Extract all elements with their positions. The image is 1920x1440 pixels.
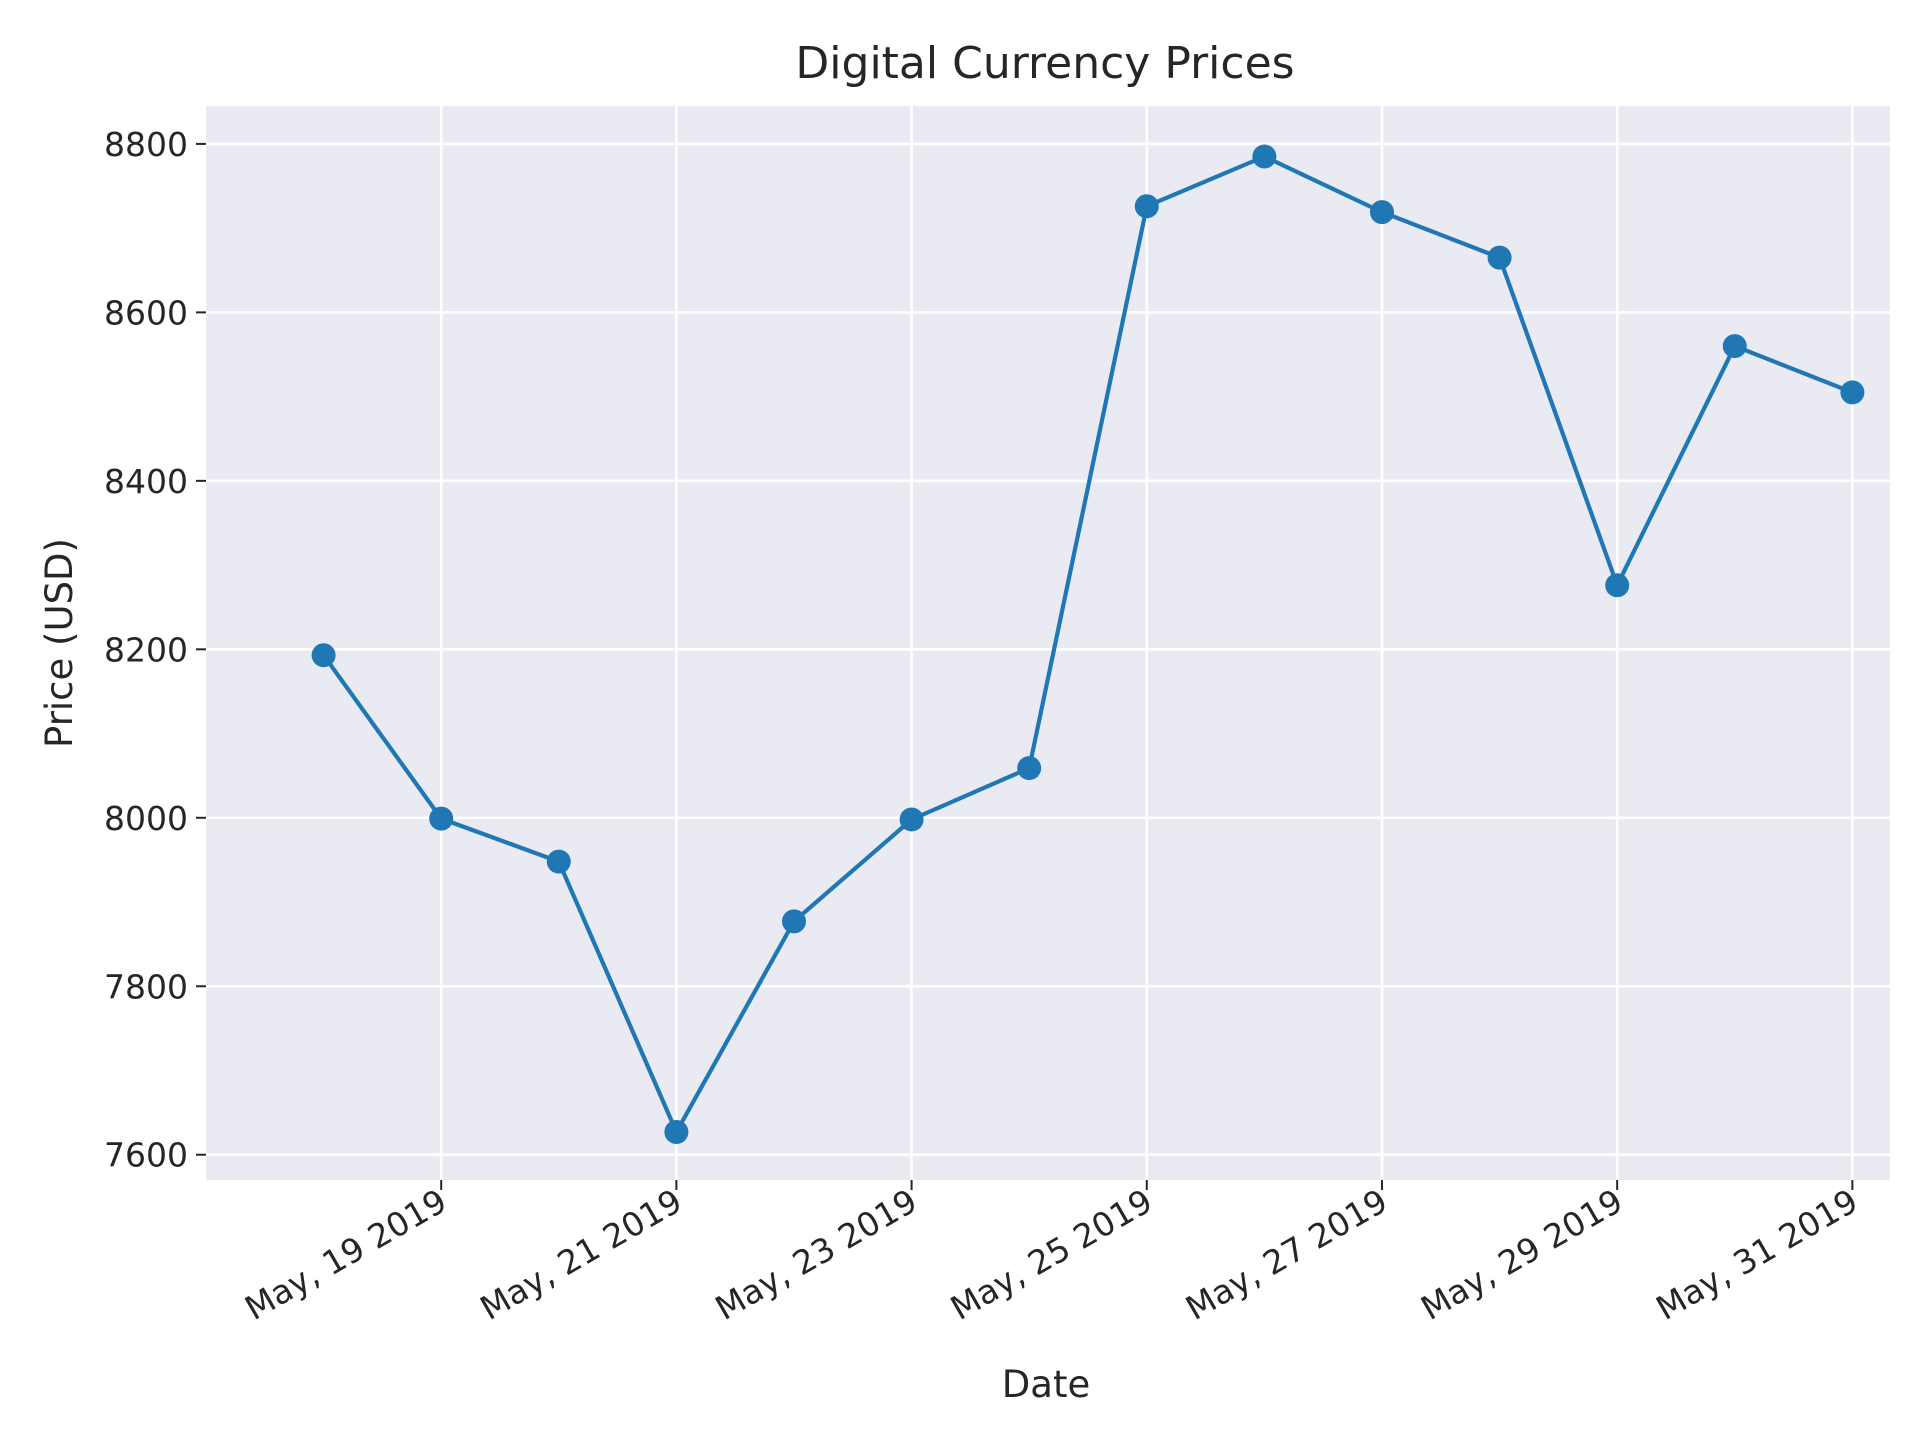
x-tick-label: May, 29 2019	[1414, 1181, 1629, 1328]
y-tick-label: 8600	[104, 293, 188, 332]
x-tick-label: May, 19 2019	[238, 1181, 453, 1328]
data-point	[429, 806, 454, 831]
x-axis-label: Date	[1002, 1363, 1090, 1406]
data-point	[1369, 200, 1394, 225]
data-point	[546, 849, 571, 874]
data-point	[1252, 144, 1277, 169]
data-point	[899, 807, 924, 832]
x-tick-label: May, 27 2019	[1179, 1181, 1394, 1328]
data-point	[1134, 194, 1159, 219]
data-point	[1487, 245, 1512, 270]
data-point	[1722, 334, 1747, 359]
y-tick-label: 7800	[104, 967, 188, 1006]
data-point	[664, 1119, 689, 1144]
data-point	[781, 909, 806, 934]
x-tick-label: May, 25 2019	[944, 1181, 1159, 1328]
y-axis-ticks: 7600 7800 8000 8200 8400 8600 8800	[104, 125, 206, 1175]
y-tick-label: 8400	[104, 462, 188, 501]
plot-area	[206, 106, 1890, 1180]
data-point	[1605, 573, 1630, 598]
x-tick-label: May, 23 2019	[709, 1181, 924, 1328]
gridlines	[206, 106, 1890, 1180]
y-axis-label: Price (USD)	[38, 538, 81, 748]
y-tick-label: 8200	[104, 630, 188, 669]
x-tick-label: May, 31 2019	[1649, 1181, 1864, 1328]
data-point	[311, 643, 336, 668]
y-tick-label: 7600	[104, 1136, 188, 1175]
data-point	[1017, 756, 1042, 781]
y-tick-label: 8000	[104, 799, 188, 838]
chart-title: Digital Currency Prices	[795, 38, 1294, 89]
series-layer	[311, 144, 1865, 1144]
data-point	[1840, 380, 1865, 405]
y-tick-label: 8800	[104, 125, 188, 164]
x-axis-ticks: May, 19 2019 May, 21 2019 May, 23 2019 May,…	[238, 1180, 1864, 1328]
series-line	[321, 154, 1855, 1135]
x-tick-label: May, 21 2019	[473, 1181, 688, 1328]
